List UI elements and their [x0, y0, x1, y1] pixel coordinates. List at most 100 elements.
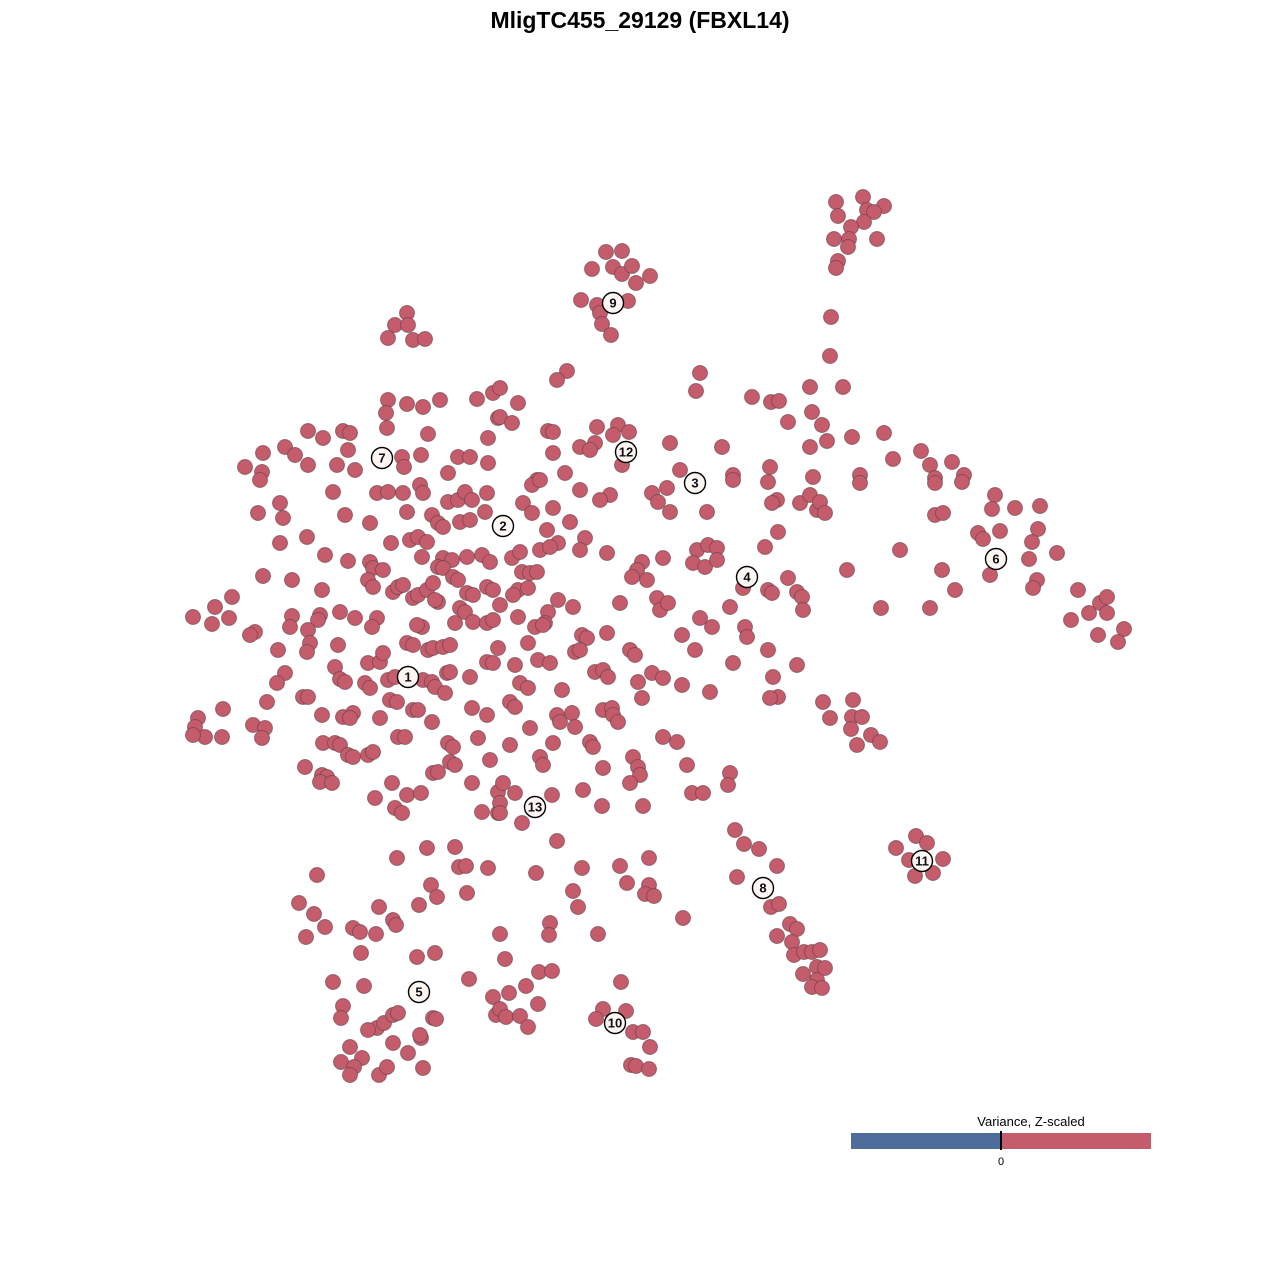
cluster-label-number: 6 — [992, 552, 999, 567]
data-point — [411, 897, 427, 913]
cluster-label-circle — [370, 446, 394, 470]
cluster-label-12: 12 — [614, 440, 638, 464]
cluster-label-circle — [491, 514, 515, 538]
data-point — [687, 642, 703, 658]
data-point — [722, 599, 738, 615]
data-point — [697, 559, 713, 575]
data-point — [389, 694, 405, 710]
data-point — [845, 692, 861, 708]
data-point — [397, 729, 413, 745]
data-point — [272, 495, 288, 511]
data-point — [515, 495, 531, 511]
data-point — [315, 430, 331, 446]
data-point — [360, 1022, 376, 1038]
data-point — [532, 472, 548, 488]
data-point — [395, 577, 411, 593]
data-point — [885, 451, 901, 467]
data-point — [252, 472, 268, 488]
data-point — [714, 439, 730, 455]
data-point — [544, 787, 560, 803]
data-point — [520, 680, 536, 696]
data-point — [650, 494, 666, 510]
data-point — [641, 850, 657, 866]
data-point — [405, 637, 421, 653]
data-point — [409, 949, 425, 965]
data-point — [332, 604, 348, 620]
data-point — [342, 1039, 358, 1055]
data-point — [935, 851, 951, 867]
data-point — [802, 379, 818, 395]
data-point — [819, 433, 835, 449]
data-point — [1032, 498, 1048, 514]
cluster-label-4: 4 — [735, 565, 759, 589]
data-point — [621, 424, 637, 440]
data-point — [554, 682, 570, 698]
data-point — [655, 670, 671, 686]
data-point — [655, 550, 671, 566]
data-point — [291, 895, 307, 911]
data-point — [495, 775, 511, 791]
data-point — [353, 945, 369, 961]
data-point — [624, 569, 640, 585]
data-point — [512, 544, 528, 560]
data-point — [367, 790, 383, 806]
data-point — [590, 926, 606, 942]
data-point — [769, 858, 785, 874]
data-point — [204, 616, 220, 632]
data-point — [975, 531, 991, 547]
data-point — [1021, 551, 1037, 567]
data-point — [520, 580, 536, 596]
data-point — [465, 614, 481, 630]
data-point — [419, 534, 435, 550]
data-point — [764, 585, 780, 601]
data-point — [760, 642, 776, 658]
data-point — [352, 924, 368, 940]
data-point — [365, 579, 381, 595]
data-point — [542, 539, 558, 555]
data-point — [572, 482, 588, 498]
data-point — [394, 805, 410, 821]
data-point — [442, 637, 458, 653]
cluster-label-number: 2 — [499, 519, 506, 534]
data-point — [780, 570, 796, 586]
data-point — [259, 694, 275, 710]
data-point — [535, 617, 551, 633]
cluster-label-9: 9 — [601, 291, 625, 315]
data-point — [415, 399, 431, 415]
data-point — [913, 443, 929, 459]
data-point — [342, 425, 358, 441]
data-point — [465, 587, 481, 603]
cluster-label-number: 9 — [609, 296, 616, 311]
data-point — [287, 447, 303, 463]
data-point — [662, 504, 678, 520]
data-point — [462, 512, 478, 528]
data-point — [639, 572, 655, 588]
data-point — [1081, 605, 1097, 621]
data-point — [492, 926, 508, 942]
cluster-label-5: 5 — [407, 980, 431, 1004]
data-point — [830, 208, 846, 224]
data-point — [300, 689, 316, 705]
data-point — [627, 647, 643, 663]
data-point — [562, 514, 578, 530]
data-point — [771, 393, 787, 409]
cluster-label-8: 8 — [751, 876, 775, 900]
cluster-label-number: 13 — [528, 800, 542, 815]
data-point — [802, 439, 818, 455]
data-point — [588, 1011, 604, 1027]
data-point — [480, 430, 496, 446]
data-point — [535, 757, 551, 773]
data-point — [396, 459, 412, 475]
data-point — [310, 612, 326, 628]
data-point — [462, 449, 478, 465]
data-point — [447, 757, 463, 773]
data-point — [1025, 580, 1041, 596]
data-point — [539, 522, 555, 538]
data-point — [692, 610, 708, 626]
data-point — [822, 710, 838, 726]
data-point — [674, 627, 690, 643]
data-point — [464, 492, 480, 508]
data-point — [399, 396, 415, 412]
data-point — [340, 442, 356, 458]
data-point — [662, 435, 678, 451]
